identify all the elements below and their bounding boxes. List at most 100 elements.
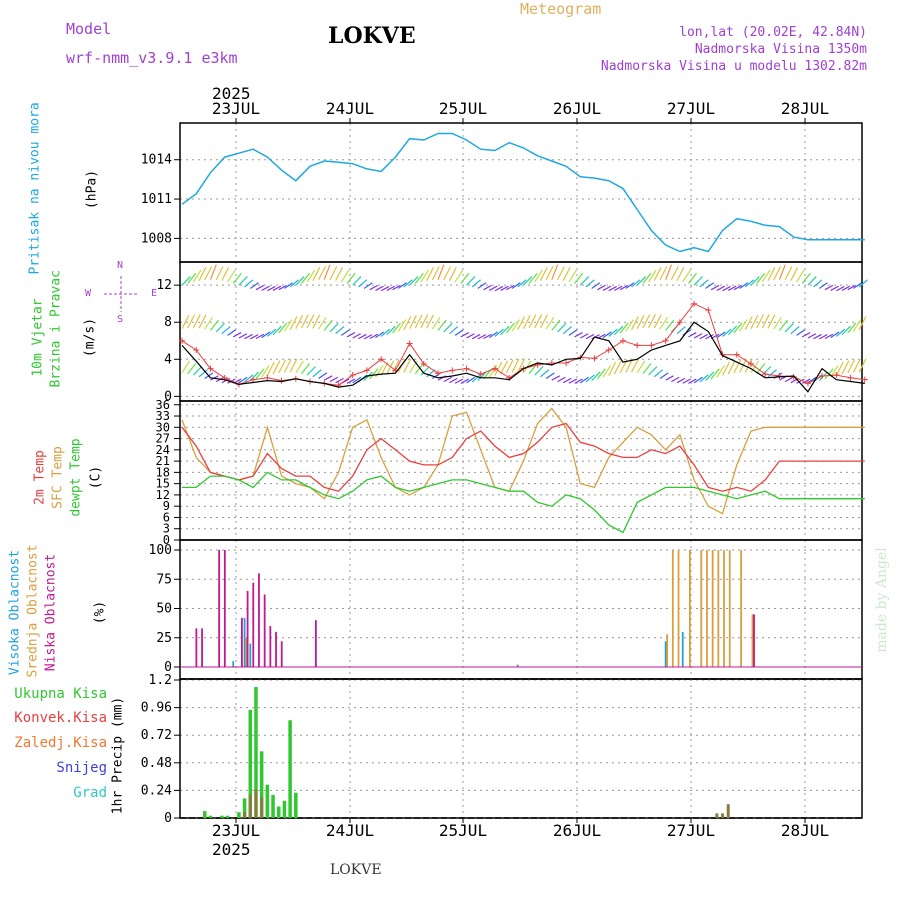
wind-arrow <box>852 319 862 332</box>
wind-arrow <box>198 267 207 281</box>
wind-arrow <box>574 332 583 338</box>
wind-arrow <box>506 284 515 291</box>
precip-bar <box>248 709 253 818</box>
wind-arrow <box>614 285 623 291</box>
wind-arrow <box>801 332 811 338</box>
wind-arrow <box>847 359 856 374</box>
wind-arrow <box>756 272 766 284</box>
wind-arrow <box>824 333 834 340</box>
wind-arrow <box>824 284 834 291</box>
temp-tick-label: 21 <box>156 454 170 468</box>
cloud-tick-label: 25 <box>156 631 172 646</box>
wind-arrow <box>841 285 851 291</box>
wind-arrow <box>380 328 390 337</box>
wind-arrow <box>386 325 396 336</box>
wind-arrow <box>283 358 292 373</box>
top-day-label: 28JUL <box>781 99 829 118</box>
wind-arrow <box>619 322 629 334</box>
wind-tick-label: 0 <box>164 389 172 404</box>
wind-arrow <box>534 269 543 283</box>
wind-arrow <box>198 369 208 378</box>
wind-arrow <box>551 264 559 280</box>
wind-arrow <box>420 269 430 283</box>
pressure-tick-label: 1008 <box>141 231 172 246</box>
top-year-label: 2025 <box>212 84 251 103</box>
wind-arrow <box>796 378 805 384</box>
wind-arrow <box>847 322 857 334</box>
wind-arrow <box>761 314 770 329</box>
wind-arrow <box>608 361 617 376</box>
wind-arrow <box>551 319 561 331</box>
wind-arrow <box>648 314 656 329</box>
pressure-tick-label: 1014 <box>141 153 172 168</box>
precip-bar <box>271 795 275 818</box>
wind-arrow <box>494 285 504 292</box>
wind-gust-marker <box>449 367 456 374</box>
wind-arrow <box>767 267 776 281</box>
wind-arrow <box>659 316 669 330</box>
wind-arrow <box>295 315 304 329</box>
wind-arrow <box>676 326 686 335</box>
wind-arrow <box>352 276 362 286</box>
wind-gust-marker <box>776 372 783 379</box>
wind-gust-marker <box>406 340 413 347</box>
pressure-line <box>181 132 865 253</box>
wind-gust-marker <box>591 355 598 362</box>
wind-arrow <box>295 360 304 374</box>
wind-arrow <box>397 319 407 332</box>
wind-arrow <box>204 266 213 281</box>
wind-arrow <box>187 363 197 375</box>
wind-arrow <box>608 328 618 337</box>
wind-arrow <box>636 276 646 286</box>
pressure-tick-label: 1011 <box>141 192 172 207</box>
wind-arrow <box>767 369 777 378</box>
wind-arrow <box>630 358 639 373</box>
wind-gust-marker <box>676 319 683 326</box>
wind-arrow <box>255 333 265 340</box>
wind-arrow <box>836 285 845 292</box>
wind-arrow <box>545 316 555 330</box>
wind-arrow <box>619 284 629 291</box>
sfc-temp-line <box>181 407 865 515</box>
wind-arrow <box>625 282 635 289</box>
wind-arrow <box>813 279 823 288</box>
precip-tick-label: 1.2 <box>149 673 172 688</box>
wind-arrow <box>767 314 776 329</box>
precip-bar <box>242 798 247 818</box>
wind-arrow <box>340 329 350 336</box>
wind-arrow <box>443 266 452 281</box>
wind-arrow <box>289 316 298 331</box>
wind-arrow <box>448 267 457 281</box>
compass-s-label: S <box>117 314 123 325</box>
wind-arrow <box>790 267 799 281</box>
wind-arrow <box>648 269 657 283</box>
wind-arrow <box>232 332 242 338</box>
precip-tick-label: 0 <box>164 811 172 826</box>
wind-gust-marker <box>790 373 797 380</box>
wind-arrow <box>602 285 612 291</box>
top-day-label: 26JUL <box>553 99 601 118</box>
wind-arrow <box>386 360 395 375</box>
wind-arrow <box>232 272 242 284</box>
wind-gust-marker <box>463 365 470 372</box>
wind-gust-marker <box>605 347 612 354</box>
wind-arrow <box>278 359 287 374</box>
bottom-day-label: 25JUL <box>439 821 487 840</box>
wind-arrow <box>511 282 521 289</box>
wind-arrow <box>449 377 458 384</box>
precip-bar <box>294 792 298 818</box>
precip-bar <box>254 789 258 818</box>
wind-arrow <box>420 314 429 329</box>
wind-arrow <box>568 378 578 384</box>
wind-gust-marker <box>250 376 257 383</box>
wind-arrow <box>727 285 737 291</box>
wind-arrow <box>380 285 390 292</box>
precip-bar <box>715 813 719 818</box>
wind-arrow <box>835 328 846 337</box>
compass-e-label: E <box>151 288 157 299</box>
wind-arrow <box>318 266 326 281</box>
wind-arrow <box>813 333 822 340</box>
wind-gust-marker <box>378 356 385 363</box>
wind-arrow <box>739 358 747 373</box>
wind-arrow <box>266 328 277 337</box>
